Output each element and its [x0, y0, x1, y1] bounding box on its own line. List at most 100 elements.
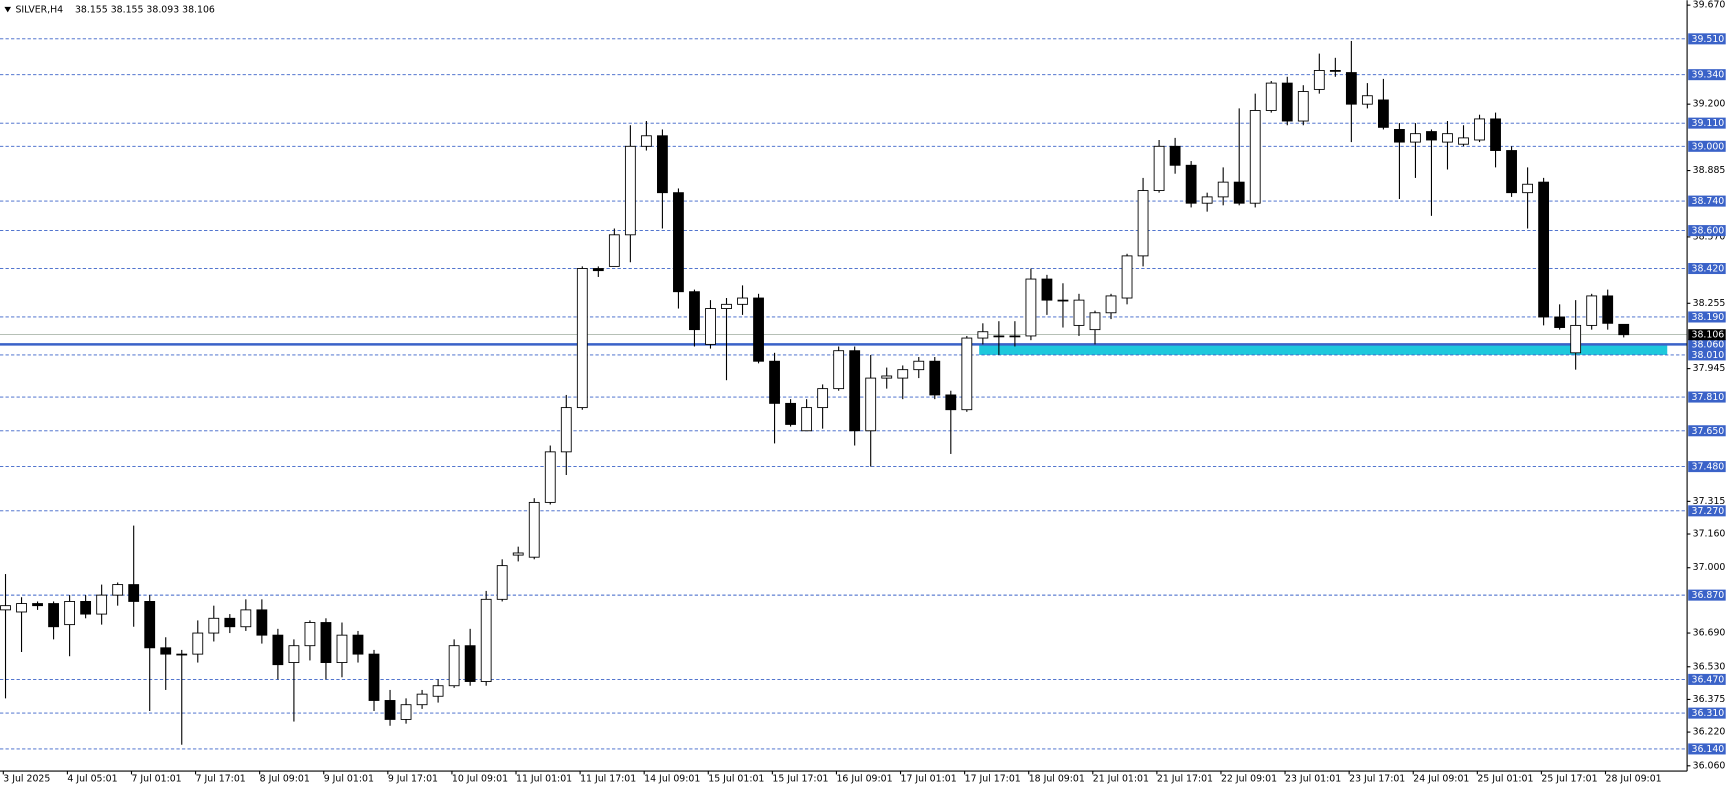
x-tick-label: 9 Jul 17:01 — [388, 773, 438, 784]
zone — [979, 344, 1668, 355]
level-label: 38.420 — [1692, 264, 1725, 275]
candle-body — [256, 609, 268, 636]
x-tick-label: 15 Jul 17:01 — [772, 773, 828, 784]
level-label: 39.110 — [1692, 118, 1725, 129]
candle-body — [1073, 299, 1085, 326]
level-label-box — [1688, 311, 1726, 323]
candle-body — [913, 360, 925, 371]
level-label: 37.480 — [1692, 462, 1725, 473]
candle-body — [288, 645, 300, 663]
level-label: 39.340 — [1692, 70, 1725, 81]
menu-arrow — [4, 6, 12, 13]
level-label-box — [1688, 140, 1726, 152]
candle-body — [1586, 295, 1598, 326]
candle-body — [80, 601, 92, 615]
candle-body — [1506, 150, 1517, 194]
level-label: 38.740 — [1692, 196, 1725, 207]
level-label-box — [1688, 349, 1726, 361]
x-tick-label: 15 Jul 01:01 — [708, 773, 764, 784]
x-tick-label: 17 Jul 17:01 — [965, 773, 1021, 784]
level-label-box — [1688, 461, 1726, 473]
x-tick-label: 24 Jul 09:01 — [1413, 773, 1469, 784]
y-tick-label: 36.375 — [1693, 694, 1726, 705]
x-tick-label: 11 Jul 01:01 — [516, 773, 572, 784]
candle-body — [224, 617, 236, 628]
candle-body — [128, 584, 140, 602]
candle-body — [1185, 164, 1197, 204]
candle-body — [1153, 145, 1165, 192]
x-tick-label: 8 Jul 09:01 — [260, 773, 310, 784]
level-label-box — [1688, 391, 1726, 403]
candle-body — [785, 402, 796, 425]
candle-body — [833, 350, 845, 390]
candle-body — [1458, 137, 1469, 145]
level-label-box — [1688, 263, 1726, 275]
x-tick-label: 21 Jul 17:01 — [1157, 773, 1213, 784]
candle-body — [608, 234, 620, 267]
level-label: 36.470 — [1692, 674, 1725, 685]
candle-body — [1474, 118, 1485, 141]
candle-body — [849, 350, 861, 432]
y-tick-label: 38.885 — [1693, 165, 1726, 176]
candle-body — [689, 291, 700, 331]
level-label-box — [1688, 33, 1726, 45]
x-tick-label: 23 Jul 01:01 — [1285, 773, 1341, 784]
level-label: 37.270 — [1692, 506, 1725, 517]
candle-body — [1201, 196, 1213, 204]
x-tick-label: 7 Jul 17:01 — [196, 773, 246, 784]
x-tick-label: 17 Jul 01:01 — [901, 773, 957, 784]
level-label-box — [1688, 69, 1726, 81]
candle-body — [160, 647, 172, 655]
level-label: 38.600 — [1692, 226, 1725, 237]
level-label: 36.310 — [1692, 708, 1725, 719]
level-label: 37.810 — [1692, 392, 1725, 403]
x-tick-label: 22 Jul 09:01 — [1221, 773, 1277, 784]
candle-body — [1618, 323, 1630, 336]
candle-body — [624, 145, 636, 236]
candle-body — [32, 603, 43, 607]
candle-body — [640, 135, 652, 147]
y-tick-label: 38.255 — [1693, 298, 1726, 309]
candle-body — [336, 634, 348, 663]
candle-body — [705, 308, 716, 345]
candle-body — [496, 565, 508, 600]
candle-body — [96, 594, 108, 615]
candle-body — [737, 297, 748, 305]
candle-body — [592, 268, 604, 272]
candle-body — [961, 337, 973, 411]
candle-body — [384, 700, 396, 720]
candle-body — [897, 369, 909, 379]
candle-body — [1233, 181, 1245, 204]
candle-body — [0, 605, 11, 611]
candle-body — [48, 603, 59, 628]
x-tick-label: 11 Jul 17:01 — [580, 773, 636, 784]
level-label-box — [1688, 425, 1726, 437]
candle-body — [1394, 129, 1405, 143]
x-tick-label: 18 Jul 09:01 — [1029, 773, 1085, 784]
x-tick-label: 28 Jul 09:01 — [1606, 773, 1662, 784]
level-label: 39.000 — [1692, 141, 1725, 152]
level-label-box — [1688, 117, 1726, 129]
candle-body — [1570, 324, 1582, 354]
candle-body — [673, 192, 684, 293]
candle-body — [1041, 278, 1053, 301]
candle-body — [721, 303, 732, 310]
x-tick-label: 10 Jul 09:01 — [452, 773, 508, 784]
candle-body — [1265, 82, 1277, 111]
candle-body — [400, 704, 412, 720]
candle-body — [1169, 145, 1181, 166]
candle-body — [512, 552, 524, 556]
candle-body — [1554, 316, 1566, 328]
candle-body — [977, 331, 989, 339]
candle-body — [544, 451, 556, 503]
candle-body — [1345, 72, 1357, 105]
x-tick-label: 4 Jul 05:01 — [67, 773, 117, 784]
candle-body — [753, 297, 764, 362]
candle-body — [352, 634, 364, 655]
candle-body — [304, 622, 316, 647]
candle-body — [657, 135, 668, 194]
x-tick-label: 9 Jul 01:01 — [324, 773, 374, 784]
